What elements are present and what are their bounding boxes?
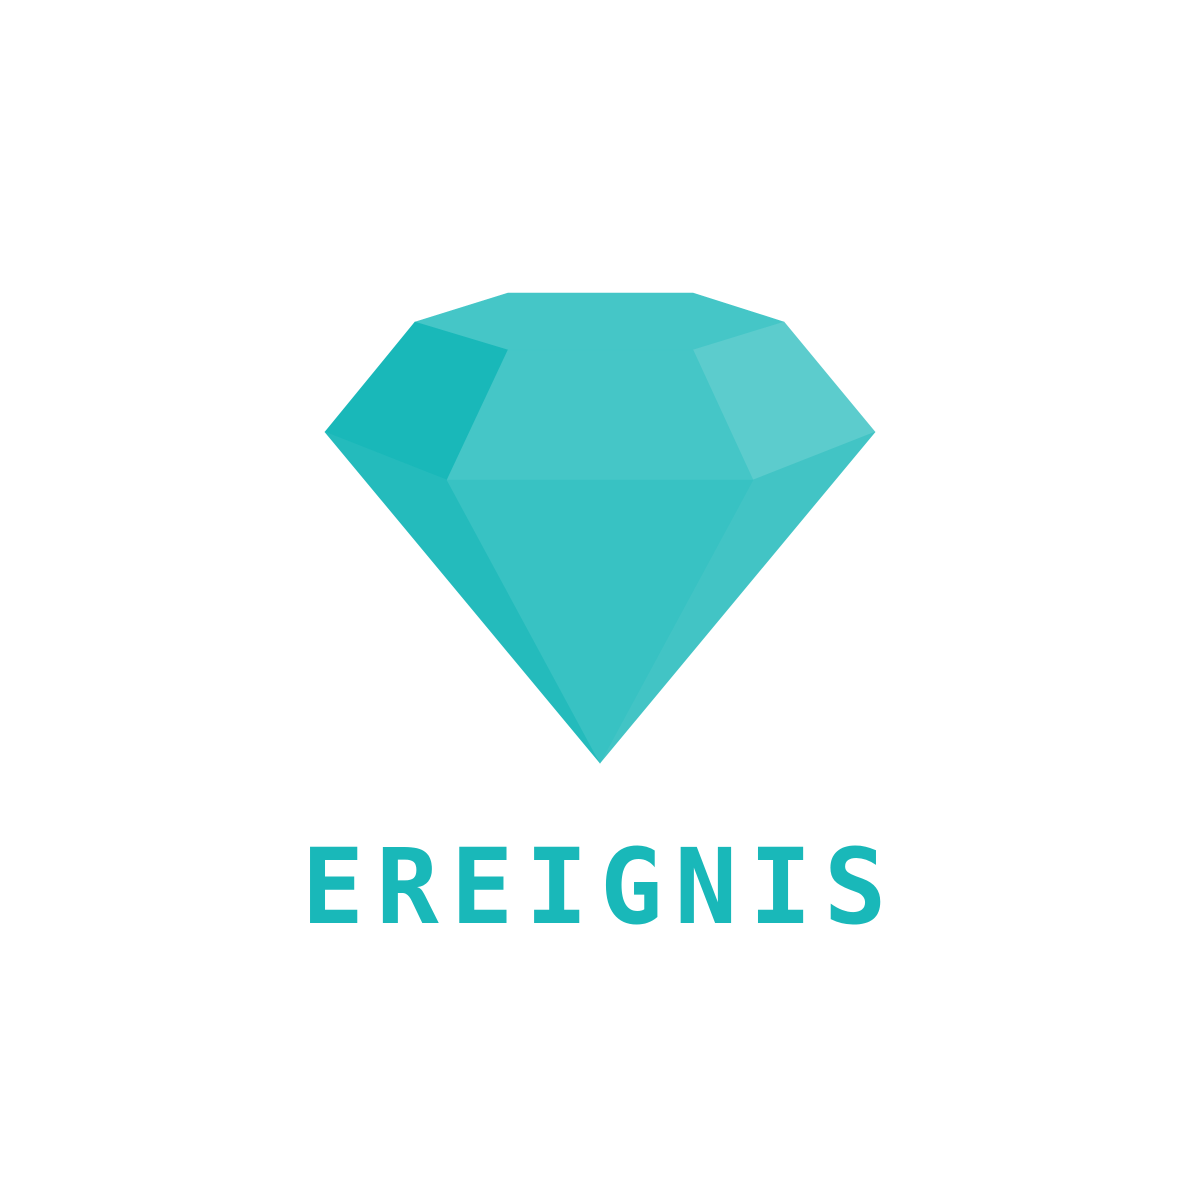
diamond-facet-center (446, 479, 754, 764)
diamond-icon (324, 292, 876, 764)
brand-name: EREIGNIS (301, 826, 899, 948)
